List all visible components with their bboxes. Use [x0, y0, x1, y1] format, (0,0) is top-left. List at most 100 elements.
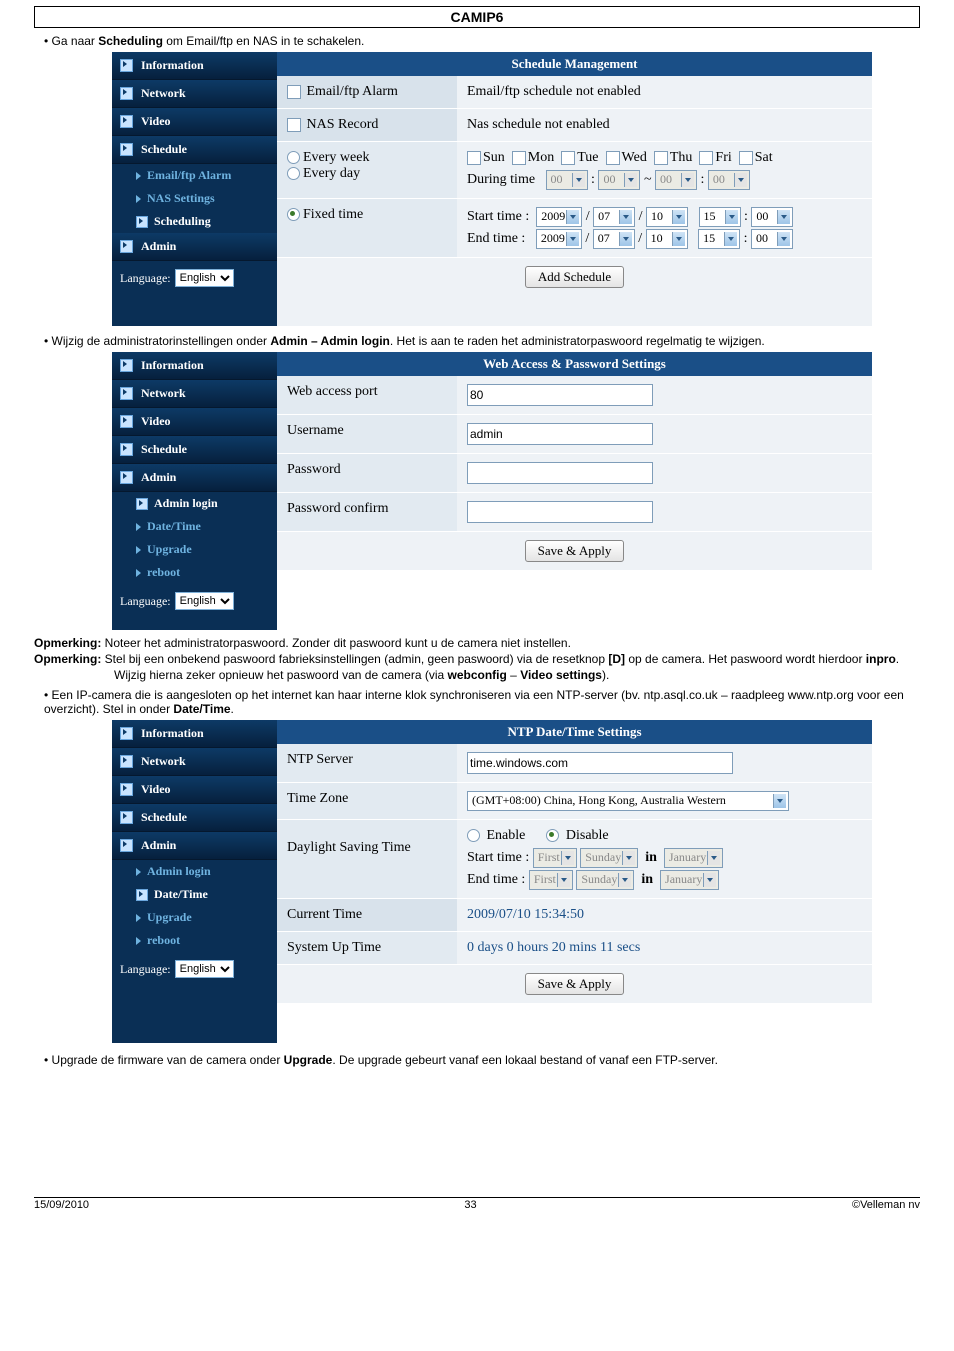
- chk-thu[interactable]: [654, 151, 668, 165]
- sq-icon: [136, 498, 148, 510]
- radio-every-week[interactable]: [287, 151, 300, 164]
- sidebar-sub-label: reboot: [147, 933, 180, 948]
- note2b-b1: webconfig: [448, 668, 507, 682]
- p1-r4-val: Start time : 2009 / 07 / 10 15 : 00 End …: [457, 199, 872, 257]
- sidebar-item-admin[interactable]: Admin: [112, 464, 277, 492]
- password-confirm-input[interactable]: [467, 501, 653, 523]
- sel-mo[interactable]: 07: [593, 207, 635, 227]
- ntp-server-input[interactable]: [467, 752, 733, 774]
- save-apply-button[interactable]: Save & Apply: [525, 540, 625, 562]
- sidebar-sub-admin-login[interactable]: Admin login: [112, 860, 277, 883]
- language-select[interactable]: English: [175, 592, 234, 610]
- sidebar-sub-upgrade[interactable]: Upgrade: [112, 906, 277, 929]
- radio-every-day[interactable]: [287, 167, 300, 180]
- dst-end-label: End time :: [467, 872, 525, 887]
- dst-start-label: Start time :: [467, 850, 529, 865]
- sel-h[interactable]: 15: [699, 207, 741, 227]
- sel-y[interactable]: 2009: [536, 207, 582, 227]
- chk-mon[interactable]: [512, 151, 526, 165]
- sidebar-sub-reboot[interactable]: reboot: [112, 561, 277, 584]
- bullet-4: Upgrade de firmware van de camera onder …: [44, 1053, 920, 1067]
- add-schedule-button[interactable]: Add Schedule: [525, 266, 624, 288]
- radio-disable[interactable]: [546, 829, 559, 842]
- radio-enable[interactable]: [467, 829, 480, 842]
- chk-sat[interactable]: [739, 151, 753, 165]
- password-input[interactable]: [467, 462, 653, 484]
- save-apply-button[interactable]: Save & Apply: [525, 973, 625, 995]
- sidebar-item-admin[interactable]: Admin: [112, 233, 277, 261]
- sidebar-sub-upgrade[interactable]: Upgrade: [112, 538, 277, 561]
- p1-r1-val: Email/ftp schedule not enabled: [457, 76, 872, 108]
- sel-jan2[interactable]: January: [660, 870, 719, 890]
- sel-first1[interactable]: First: [533, 848, 577, 868]
- chk-wed[interactable]: [606, 151, 620, 165]
- sel-h2[interactable]: 00: [655, 170, 697, 190]
- username-input[interactable]: [467, 423, 653, 445]
- chk-sun[interactable]: [467, 151, 481, 165]
- sidebar-item-video[interactable]: Video: [112, 408, 277, 436]
- sidebar-item-schedule[interactable]: Schedule: [112, 436, 277, 464]
- chk-fri[interactable]: [699, 151, 713, 165]
- sidebar-sub-scheduling[interactable]: Scheduling: [112, 210, 277, 233]
- web-port-input[interactable]: [467, 384, 653, 406]
- checkbox-icon[interactable]: [287, 85, 301, 99]
- sidebar-sub-reboot[interactable]: reboot: [112, 929, 277, 952]
- sidebar-sub-label: Date/Time: [147, 519, 201, 534]
- sidebar-item-video[interactable]: Video: [112, 776, 277, 804]
- sel-m1[interactable]: 00: [598, 170, 640, 190]
- panel-admin: Information Network Video Schedule Admin…: [112, 352, 872, 630]
- footer-center: 33: [464, 1199, 476, 1211]
- language-select[interactable]: English: [175, 269, 234, 287]
- note1-label: Opmerking:: [34, 636, 101, 650]
- footer-left: 15/09/2010: [34, 1199, 89, 1211]
- sel-mi2[interactable]: 00: [751, 229, 793, 249]
- timezone-select[interactable]: (GMT+08:00) China, Hong Kong, Australia …: [467, 791, 789, 811]
- sel-sun2[interactable]: Sunday: [576, 870, 634, 890]
- sidebar-item-admin[interactable]: Admin: [112, 832, 277, 860]
- sidebar-item-video[interactable]: Video: [112, 108, 277, 136]
- sidebar-item-schedule[interactable]: Schedule: [112, 136, 277, 164]
- sel-d2[interactable]: 10: [646, 229, 688, 249]
- b2-bold: Admin – Admin login: [270, 334, 390, 348]
- sel-h2b[interactable]: 15: [698, 229, 740, 249]
- p2-r2-val: [457, 415, 872, 453]
- sq-icon: [120, 471, 133, 484]
- sel-jan1[interactable]: January: [664, 848, 723, 868]
- sidebar-sub-email-ftp[interactable]: Email/ftp Alarm: [112, 164, 277, 187]
- radio-fixed-time[interactable]: [287, 208, 300, 221]
- sidebar-sub-nas[interactable]: NAS Settings: [112, 187, 277, 210]
- chk-tue[interactable]: [561, 151, 575, 165]
- p3-r1-val: [457, 744, 872, 782]
- language-select[interactable]: English: [175, 960, 234, 978]
- note2-b2: inpro: [866, 652, 896, 666]
- sidebar-sub-datetime[interactable]: Date/Time: [112, 883, 277, 906]
- sel-sun1[interactable]: Sunday: [580, 848, 638, 868]
- sidebar-item-information[interactable]: Information: [112, 52, 277, 80]
- sidebar-item-network[interactable]: Network: [112, 380, 277, 408]
- b4-pre: Upgrade de firmware van de camera onder: [52, 1053, 284, 1067]
- sq-icon: [120, 415, 133, 428]
- sq-icon: [120, 359, 133, 372]
- sq-icon: [136, 216, 148, 228]
- p3-r2-val: (GMT+08:00) China, Hong Kong, Australia …: [457, 783, 872, 819]
- sidebar-sub-datetime[interactable]: Date/Time: [112, 515, 277, 538]
- sel-m2[interactable]: 00: [708, 170, 750, 190]
- note-1: Opmerking: Noteer het administratorpaswo…: [34, 636, 920, 650]
- panel-datetime: Information Network Video Schedule Admin…: [112, 720, 872, 1043]
- checkbox-icon[interactable]: [287, 118, 301, 132]
- opt-label: Fixed time: [303, 207, 363, 222]
- sel-first2[interactable]: First: [529, 870, 573, 890]
- sel-mo2[interactable]: 07: [593, 229, 635, 249]
- sidebar-item-network[interactable]: Network: [112, 748, 277, 776]
- sel-h1[interactable]: 00: [546, 170, 588, 190]
- sel-y2[interactable]: 2009: [536, 229, 582, 249]
- sidebar-sub-admin-login[interactable]: Admin login: [112, 492, 277, 515]
- note2-label: Opmerking:: [34, 652, 101, 666]
- sidebar-item-information[interactable]: Information: [112, 352, 277, 380]
- sidebar-item-network[interactable]: Network: [112, 80, 277, 108]
- sel-mi[interactable]: 00: [751, 207, 793, 227]
- sel-d[interactable]: 10: [646, 207, 688, 227]
- b1-pre: Ga naar: [52, 34, 99, 48]
- sidebar-item-information[interactable]: Information: [112, 720, 277, 748]
- sidebar-item-schedule[interactable]: Schedule: [112, 804, 277, 832]
